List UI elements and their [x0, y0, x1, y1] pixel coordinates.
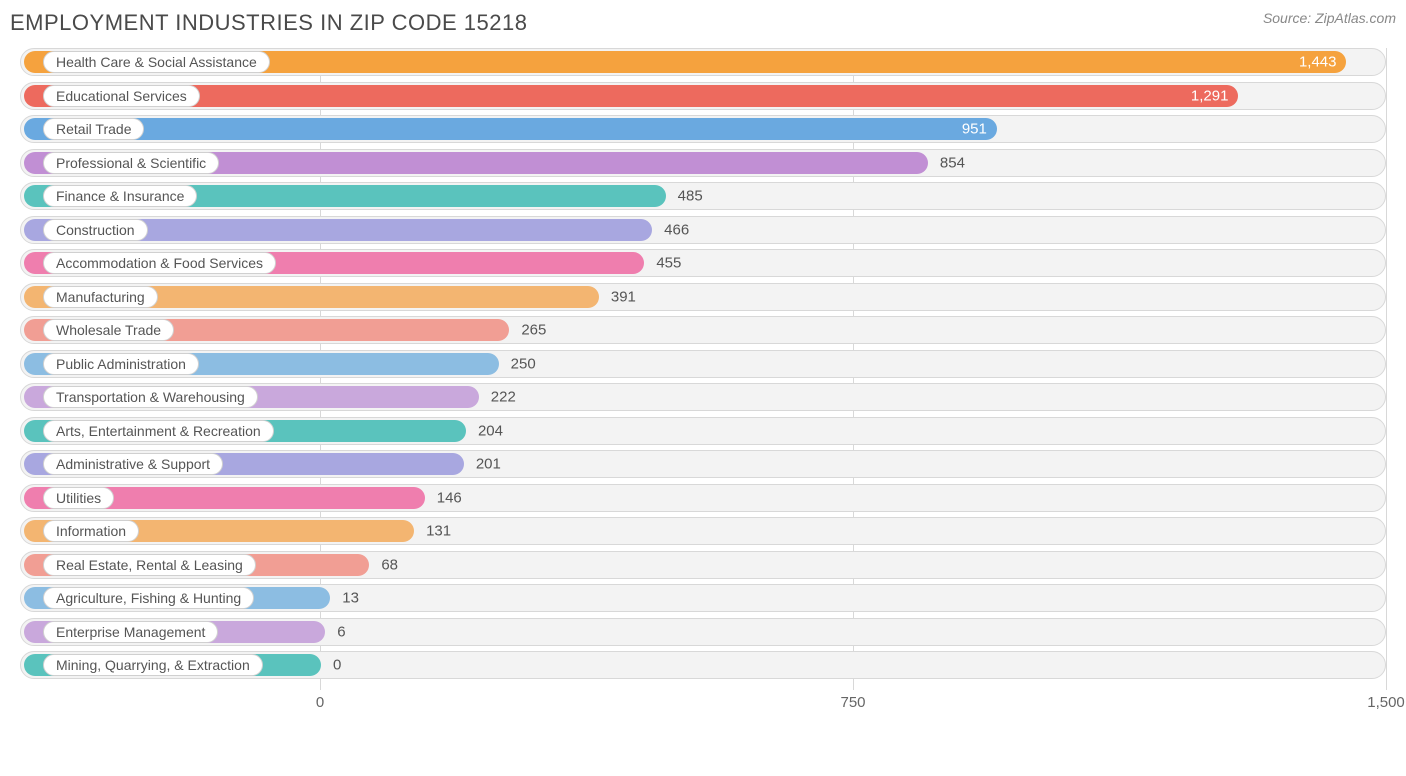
bar-value: 201: [476, 456, 501, 473]
bar-row: Enterprise Management 6: [20, 618, 1386, 646]
bar-row: Professional & Scientific 854: [20, 149, 1386, 177]
bar-label: Agriculture, Fishing & Hunting: [43, 587, 254, 609]
bar-value: 0: [333, 657, 341, 674]
bar-label: Transportation & Warehousing: [43, 386, 258, 408]
bar-row: Utilities 146: [20, 484, 1386, 512]
bar-row: Arts, Entertainment & Recreation 204: [20, 417, 1386, 445]
bar-row: Mining, Quarrying, & Extraction 0: [20, 651, 1386, 679]
bar-label: Real Estate, Rental & Leasing: [43, 554, 256, 576]
bar-value: 854: [940, 154, 965, 171]
bar-label: Arts, Entertainment & Recreation: [43, 420, 274, 442]
bar-value: 204: [478, 422, 503, 439]
bar-label: Enterprise Management: [43, 621, 218, 643]
bar-label: Information: [43, 520, 139, 542]
bar-value: 1,443: [1299, 54, 1337, 71]
bar-value: 485: [678, 188, 703, 205]
chart-source: Source: ZipAtlas.com: [1263, 10, 1396, 26]
bar-row: 1,443 Health Care & Social Assistance: [20, 48, 1386, 76]
bar-fill: 951: [24, 118, 997, 140]
bar-label: Construction: [43, 219, 148, 241]
bar-value: 131: [426, 523, 451, 540]
bar-label: Health Care & Social Assistance: [43, 51, 270, 73]
x-axis-tick-label: 0: [316, 694, 324, 711]
bar-value: 250: [511, 355, 536, 372]
bar-label: Wholesale Trade: [43, 319, 174, 341]
bar-value: 6: [337, 623, 345, 640]
chart-header: EMPLOYMENT INDUSTRIES IN ZIP CODE 15218 …: [10, 10, 1396, 36]
bar-row: Transportation & Warehousing 222: [20, 383, 1386, 411]
x-axis-tick-label: 750: [840, 694, 865, 711]
bar-label: Mining, Quarrying, & Extraction: [43, 654, 263, 676]
bar-label: Administrative & Support: [43, 453, 223, 475]
x-axis-tick-label: 1,500: [1367, 694, 1405, 711]
bar-label: Accommodation & Food Services: [43, 252, 276, 274]
bar-value: 455: [656, 255, 681, 272]
bar-row: Public Administration 250: [20, 350, 1386, 378]
chart-plot: 1,443 Health Care & Social Assistance 1,29…: [20, 48, 1386, 728]
x-axis: 07501,500: [20, 694, 1386, 714]
bar-label: Educational Services: [43, 85, 200, 107]
bar-label: Finance & Insurance: [43, 185, 197, 207]
bar-label: Utilities: [43, 487, 114, 509]
chart-area: 1,443 Health Care & Social Assistance 1,29…: [10, 48, 1396, 748]
chart-title: EMPLOYMENT INDUSTRIES IN ZIP CODE 15218: [10, 10, 528, 36]
bar-value: 265: [521, 322, 546, 339]
bar-row: Finance & Insurance 485: [20, 182, 1386, 210]
bar-row: Real Estate, Rental & Leasing 68: [20, 551, 1386, 579]
gridline: [1386, 48, 1387, 690]
bar-fill: 1,291: [24, 85, 1238, 107]
bar-row: Information 131: [20, 517, 1386, 545]
bar-value: 466: [664, 221, 689, 238]
bar-label: Public Administration: [43, 353, 199, 375]
bar-label: Professional & Scientific: [43, 152, 219, 174]
bar-row: 1,291 Educational Services: [20, 82, 1386, 110]
bar-row: Manufacturing 391: [20, 283, 1386, 311]
bar-row: Wholesale Trade 265: [20, 316, 1386, 344]
bar-value: 391: [611, 288, 636, 305]
bar-value: 68: [381, 556, 398, 573]
bar-value: 222: [491, 389, 516, 406]
bar-value: 146: [437, 489, 462, 506]
bar-label: Retail Trade: [43, 118, 144, 140]
bar-row: Agriculture, Fishing & Hunting 13: [20, 584, 1386, 612]
bar-label: Manufacturing: [43, 286, 158, 308]
bar-row: Accommodation & Food Services 455: [20, 249, 1386, 277]
bar-value: 951: [962, 121, 987, 138]
bar-row: Construction 466: [20, 216, 1386, 244]
bar-row: 951 Retail Trade: [20, 115, 1386, 143]
bar-row: Administrative & Support 201: [20, 450, 1386, 478]
bar-value: 1,291: [1191, 87, 1229, 104]
bar-value: 13: [342, 590, 359, 607]
